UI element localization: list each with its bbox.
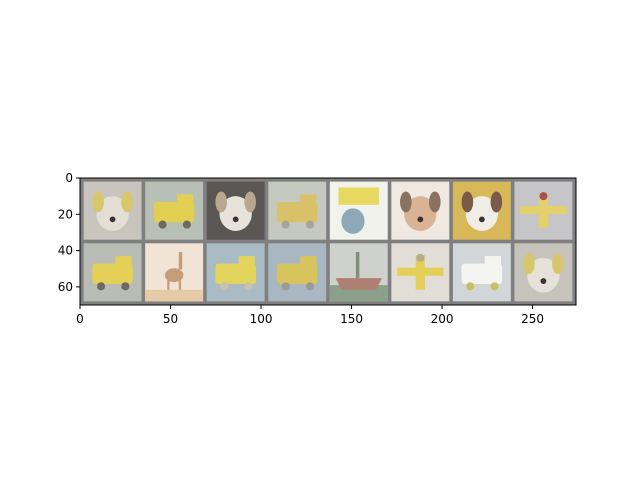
x-tick-label: 100 [250,312,273,326]
vehicle-body [92,263,133,284]
vehicle-cab [238,256,255,268]
poster-band [338,187,380,205]
hull [335,278,382,290]
ear [244,191,256,213]
y-tick-label: 60 [58,280,73,294]
ear [400,191,412,213]
wheel [305,282,315,291]
animal-head [219,196,252,231]
ear [121,191,133,213]
y-axis: 0 20 40 60 [58,171,80,294]
image-tile-dog [452,181,511,240]
x-tick-label: 250 [521,312,544,326]
wheel [466,282,475,291]
animal-head [465,196,499,231]
vehicle-cab [177,194,194,207]
wheel [158,220,167,229]
animal-head [96,196,129,231]
image-tile-truck [145,181,204,240]
image-tile-car [268,181,327,240]
vehicle-body [276,201,318,223]
image-tile-car [206,243,265,302]
wheel [305,220,315,229]
image-tile-truck [268,243,327,302]
ear [523,253,535,275]
image-tile-dog [206,181,265,240]
x-tick-label: 150 [340,312,363,326]
image-tile-ship [329,243,388,302]
image-tile-truck [452,243,511,302]
deer-body [164,268,184,283]
nose [540,278,547,284]
vehicle-cab [115,256,132,268]
propeller [416,253,425,262]
image-tile-dog [391,181,450,240]
vehicle-body [461,263,503,284]
image-tile-dog [514,243,573,302]
leg [178,279,182,294]
y-tick-label: 40 [58,244,73,258]
x-tick-label: 50 [163,312,178,326]
vehicle-body [215,263,256,284]
y-tick-label: 0 [65,171,73,185]
image-tile-dog [83,181,142,240]
wheel [281,282,290,291]
image-tile-plane [391,243,450,302]
animal-head [527,257,560,293]
wheel [96,282,106,291]
wheel [220,282,229,291]
x-axis: 0 50 100 150 200 250 [76,305,544,326]
nose [109,216,116,223]
x-tick-label: 200 [431,312,454,326]
ear [429,191,441,213]
vehicle-body [153,201,195,223]
x-tick-label: 0 [76,312,84,326]
cat-body [341,208,365,234]
vehicle-cab [484,256,501,268]
wheel [490,282,499,291]
wheel [121,282,130,291]
mast [355,252,360,279]
image-tile-cat [329,181,388,240]
ear [490,191,503,213]
vehicle-cab [300,256,317,268]
propeller [539,192,548,201]
axes-frame [79,177,577,306]
image-tile-deer [145,243,204,302]
wheel [182,220,191,229]
fuselage [538,193,549,229]
ear [92,191,104,213]
wheel [244,282,253,291]
nose [478,216,485,223]
leg [167,279,170,294]
fuselage [415,254,425,290]
nose [417,216,424,223]
vehicle-body [276,263,318,284]
image-tile-truck [83,243,142,302]
animal-head [404,196,437,231]
nose [232,216,239,223]
image-grid [80,178,576,305]
ear [215,191,227,213]
y-tick-label: 20 [58,207,73,221]
ear [552,253,564,275]
vehicle-cab [300,194,317,207]
image-tile-plane [514,181,573,240]
deer-neck [178,252,183,270]
ear [461,191,474,213]
ground [145,289,204,302]
wheel [281,220,290,229]
